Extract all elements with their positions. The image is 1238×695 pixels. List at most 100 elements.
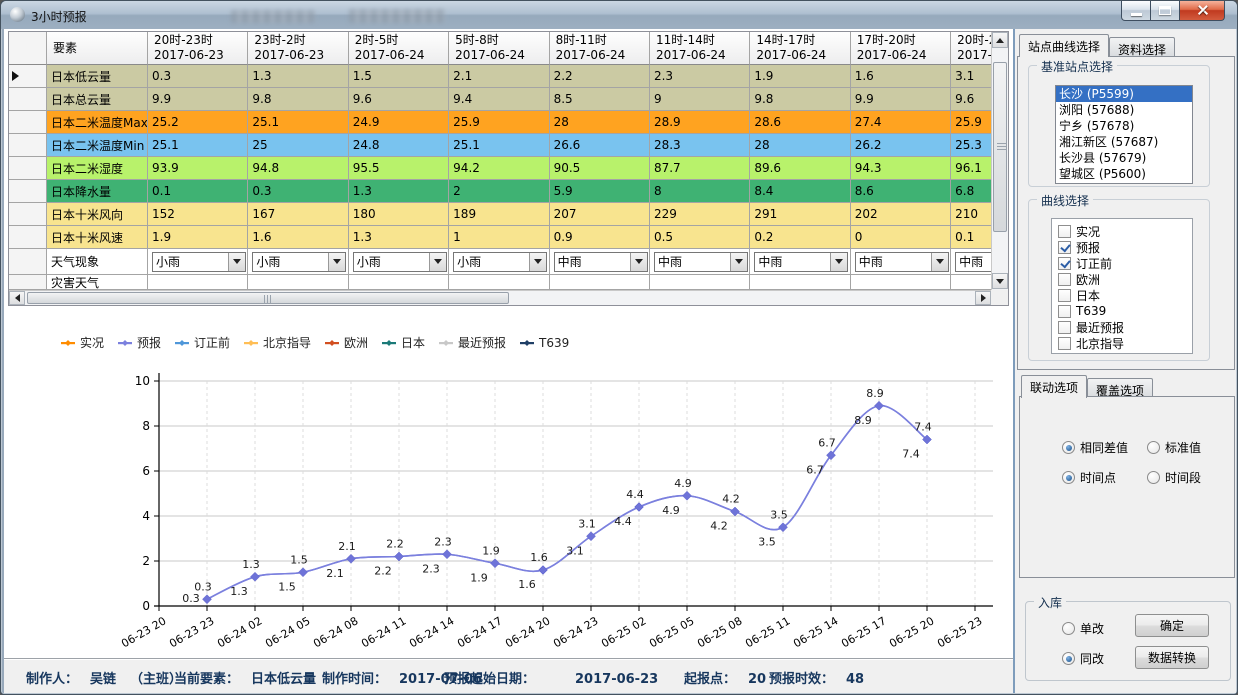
dropdown-button[interactable] <box>529 252 547 271</box>
scroll-left-button[interactable] <box>9 291 25 305</box>
radio-icon[interactable] <box>1062 652 1075 665</box>
station-list-item[interactable]: 浏阳 (57688) <box>1059 103 1135 117</box>
row-selector-cell[interactable] <box>9 275 47 290</box>
weather-dropdown[interactable]: 小雨 <box>152 251 246 272</box>
table-cell[interactable]: 94.3 <box>850 157 952 180</box>
table-cell[interactable] <box>148 275 249 290</box>
time-column-header[interactable]: 8时-11时 2017-06-24 <box>549 32 650 65</box>
table-cell[interactable]: 87.7 <box>649 157 751 180</box>
table-cell[interactable]: 1.6 <box>248 226 349 249</box>
tab-overlay-options[interactable]: 覆盖选项 <box>1087 378 1154 398</box>
table-cell[interactable]: 0.3 <box>148 65 249 88</box>
time-column-header[interactable]: 14时-17时 2017-06-24 <box>750 32 851 65</box>
radio-icon[interactable] <box>1062 622 1075 635</box>
checkbox-icon[interactable] <box>1058 288 1071 302</box>
table-cell[interactable]: 180 <box>348 203 450 226</box>
table-cell[interactable]: 24.9 <box>348 111 450 134</box>
table-cell[interactable]: 28 <box>549 111 650 134</box>
table-cell[interactable]: 1.9 <box>148 226 249 249</box>
maximize-button[interactable] <box>1151 1 1179 21</box>
curve-checkbox-row[interactable]: 预报 <box>1058 239 1192 255</box>
curve-checkbox-row[interactable]: 欧洲 <box>1058 271 1192 287</box>
table-cell[interactable] <box>649 275 751 290</box>
table-cell[interactable]: 26.2 <box>850 134 952 157</box>
row-selector-cell[interactable] <box>9 226 47 249</box>
table-cell[interactable]: 25.3 <box>951 134 991 157</box>
row-selector-cell[interactable] <box>9 65 47 88</box>
weather-dropdown[interactable]: 中雨 <box>754 251 849 272</box>
station-list-item[interactable]: 湘江新区 (57687) <box>1059 135 1159 149</box>
table-cell[interactable]: 95.5 <box>348 157 450 180</box>
row-selector-cell[interactable] <box>9 249 47 275</box>
weather-dropdown[interactable]: 中雨 <box>653 251 748 272</box>
time-column-header[interactable]: 23时-2时 2017-06-23 <box>248 32 349 65</box>
checkbox-icon[interactable] <box>1058 256 1071 270</box>
table-cell[interactable]: 26.6 <box>549 134 650 157</box>
table-cell[interactable]: 3.1 <box>951 65 991 88</box>
curve-checkbox-row[interactable]: 日本 <box>1058 287 1192 303</box>
table-cell[interactable]: 94.8 <box>248 157 349 180</box>
table-cell[interactable]: 25 <box>248 134 349 157</box>
storage-radio-1[interactable]: 同改 <box>1062 650 1104 667</box>
table-cell[interactable]: 210 <box>951 203 991 226</box>
curve-checkbox-row[interactable]: 北京指导 <box>1058 335 1192 351</box>
curve-checkbox-row[interactable]: 最近预报 <box>1058 319 1192 335</box>
weather-dropdown[interactable]: 中雨 <box>854 251 949 272</box>
table-cell[interactable]: 1 <box>449 226 550 249</box>
dropdown-button[interactable] <box>428 252 446 271</box>
checkbox-icon[interactable] <box>1058 320 1071 334</box>
table-cell[interactable]: 90.5 <box>549 157 650 180</box>
tab-data-select[interactable]: 资料选择 <box>1109 37 1176 57</box>
checkbox-icon[interactable] <box>1058 240 1071 254</box>
table-cell[interactable]: 8.4 <box>750 180 851 203</box>
table-cell[interactable]: 152 <box>148 203 249 226</box>
vertical-scroll-thumb[interactable] <box>993 62 1007 232</box>
table-cell[interactable]: 28 <box>750 134 851 157</box>
table-cell[interactable] <box>951 275 991 290</box>
checkbox-icon[interactable] <box>1058 336 1071 350</box>
row-selector-cell[interactable] <box>9 111 47 134</box>
option-radio-3[interactable]: 时间段 <box>1147 469 1201 486</box>
table-cell[interactable]: 0.5 <box>649 226 751 249</box>
table-cell[interactable]: 291 <box>750 203 851 226</box>
table-cell[interactable]: 1.5 <box>348 65 450 88</box>
station-list-item[interactable]: 宁乡 (57678) <box>1059 119 1135 133</box>
table-cell[interactable]: 189 <box>449 203 550 226</box>
table-cell[interactable]: 28.9 <box>649 111 751 134</box>
table-cell[interactable]: 27.4 <box>850 111 952 134</box>
table-cell[interactable] <box>850 275 952 290</box>
dropdown-button[interactable] <box>729 252 747 271</box>
table-cell[interactable]: 2.1 <box>449 65 550 88</box>
table-cell[interactable]: 25.1 <box>449 134 550 157</box>
confirm-button[interactable]: 确定 <box>1135 614 1209 637</box>
row-selector-cell[interactable] <box>9 134 47 157</box>
table-cell[interactable]: 9.9 <box>850 88 952 111</box>
table-cell[interactable]: 8 <box>649 180 751 203</box>
table-cell[interactable]: 25.9 <box>951 111 991 134</box>
table-cell[interactable]: 中雨 <box>750 249 851 275</box>
time-column-header[interactable]: 20时-23时 2017-06-23 <box>148 32 249 65</box>
table-cell[interactable]: 89.6 <box>750 157 851 180</box>
table-cell[interactable]: 0.9 <box>549 226 650 249</box>
checkbox-icon[interactable] <box>1058 272 1071 286</box>
minimize-button[interactable] <box>1121 1 1151 21</box>
table-cell[interactable]: 2.3 <box>649 65 751 88</box>
curve-checkbox-row[interactable]: 订正前 <box>1058 255 1192 271</box>
weather-dropdown[interactable]: 小雨 <box>453 251 548 272</box>
time-column-header[interactable]: 2时-5时 2017-06-24 <box>348 32 450 65</box>
storage-radio-0[interactable]: 单改 <box>1062 620 1104 637</box>
table-cell[interactable]: 小雨 <box>348 249 450 275</box>
table-cell[interactable]: 9.6 <box>951 88 991 111</box>
table-cell[interactable]: 小雨 <box>449 249 550 275</box>
table-cell[interactable]: 8.5 <box>549 88 650 111</box>
option-radio-1[interactable]: 标准值 <box>1147 439 1201 456</box>
time-column-header[interactable]: 11时-14时 2017-06-24 <box>649 32 751 65</box>
tab-station-curve-select[interactable]: 站点曲线选择 <box>1019 34 1110 57</box>
table-cell[interactable]: 9.8 <box>750 88 851 111</box>
scroll-up-button[interactable] <box>992 32 1008 48</box>
curve-checkbox-row[interactable]: T639 <box>1058 303 1192 319</box>
table-cell[interactable]: 28.3 <box>649 134 751 157</box>
radio-icon[interactable] <box>1062 441 1075 454</box>
table-cell[interactable]: 8.6 <box>850 180 952 203</box>
